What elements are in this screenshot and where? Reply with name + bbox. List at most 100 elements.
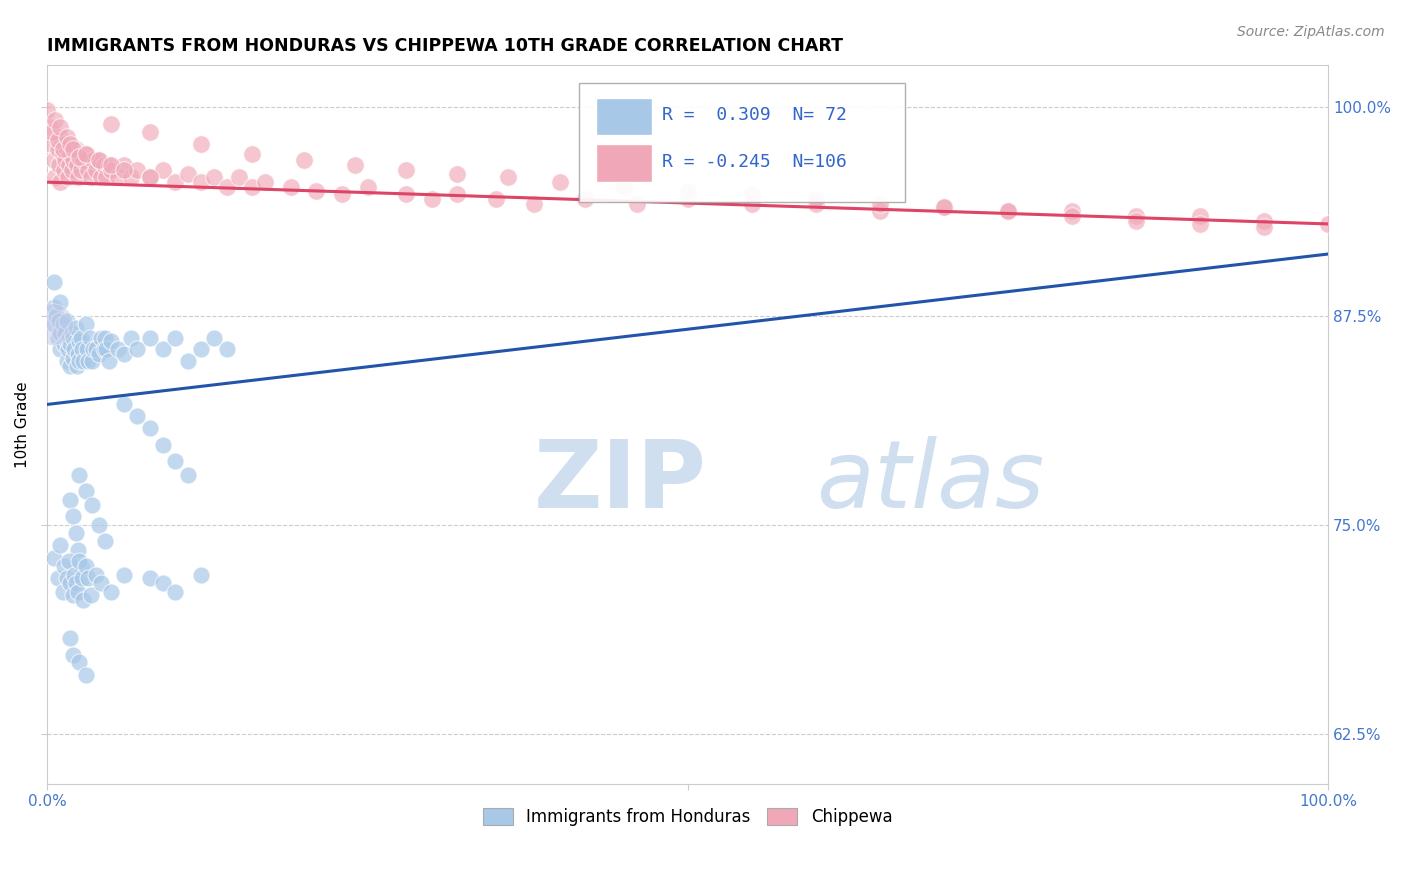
Point xyxy=(97,158,120,172)
Point xyxy=(56,343,79,357)
Point xyxy=(177,354,200,368)
Point xyxy=(62,648,84,662)
Point xyxy=(80,588,103,602)
Point xyxy=(62,351,84,365)
Point xyxy=(62,588,84,602)
Point xyxy=(87,153,110,168)
Point xyxy=(804,192,827,206)
Point xyxy=(65,320,87,334)
Point xyxy=(75,317,97,331)
Point xyxy=(420,192,443,206)
Point xyxy=(48,158,70,172)
Point xyxy=(84,163,107,178)
Point xyxy=(67,146,90,161)
Point xyxy=(49,120,72,134)
Point xyxy=(613,180,636,194)
Point xyxy=(49,326,72,340)
Point xyxy=(75,559,97,574)
Point xyxy=(485,192,508,206)
Point xyxy=(93,343,115,357)
Point xyxy=(63,567,86,582)
Point xyxy=(202,330,225,344)
Point xyxy=(59,337,82,351)
Point xyxy=(52,142,75,156)
Point xyxy=(46,142,69,156)
Point xyxy=(55,314,77,328)
Point xyxy=(44,170,66,185)
FancyBboxPatch shape xyxy=(579,83,905,202)
Text: atlas: atlas xyxy=(815,436,1045,527)
Y-axis label: 10th Grade: 10th Grade xyxy=(15,381,30,467)
Point xyxy=(67,554,90,568)
Point xyxy=(240,146,263,161)
Point xyxy=(125,163,148,178)
Point xyxy=(67,347,90,361)
Point xyxy=(62,153,84,168)
Point xyxy=(177,167,200,181)
Point xyxy=(107,343,129,357)
Point xyxy=(52,317,75,331)
Point xyxy=(997,203,1019,218)
Point xyxy=(356,180,378,194)
Point xyxy=(94,330,117,344)
Point xyxy=(112,347,135,361)
Point xyxy=(42,301,65,315)
Point xyxy=(49,343,72,357)
Point xyxy=(139,421,162,435)
Point xyxy=(52,146,75,161)
Text: ZIP: ZIP xyxy=(534,436,707,528)
Point xyxy=(72,354,94,368)
Point xyxy=(59,359,82,373)
Point xyxy=(37,103,59,118)
Point xyxy=(94,534,117,549)
Point xyxy=(39,136,62,151)
Point xyxy=(97,354,120,368)
Point xyxy=(202,170,225,185)
Point xyxy=(100,334,122,348)
Point xyxy=(59,492,82,507)
Point xyxy=(1189,217,1212,231)
Point xyxy=(741,186,763,201)
Point xyxy=(49,130,72,145)
Point xyxy=(90,330,112,344)
Point xyxy=(96,170,118,185)
Point xyxy=(70,571,93,585)
Point xyxy=(45,309,67,323)
Point xyxy=(1189,209,1212,223)
Point xyxy=(82,498,104,512)
Point xyxy=(53,559,76,574)
Point xyxy=(69,330,91,344)
Point xyxy=(446,186,468,201)
Point xyxy=(77,354,100,368)
Point xyxy=(343,158,366,172)
Point xyxy=(87,153,110,168)
Point xyxy=(804,197,827,211)
Point xyxy=(1125,209,1147,223)
Text: Source: ZipAtlas.com: Source: ZipAtlas.com xyxy=(1237,25,1385,39)
Point xyxy=(215,180,238,194)
Point xyxy=(67,542,90,557)
Point xyxy=(676,184,699,198)
Point xyxy=(69,163,91,178)
Point xyxy=(100,117,122,131)
Point xyxy=(58,158,80,172)
Point xyxy=(120,170,142,185)
Point xyxy=(139,571,162,585)
Point xyxy=(139,170,162,185)
Point xyxy=(100,158,122,172)
Point xyxy=(676,192,699,206)
Point xyxy=(190,175,212,189)
Point xyxy=(60,326,83,340)
Point xyxy=(1060,203,1083,218)
Point xyxy=(62,142,84,156)
Point xyxy=(41,317,63,331)
Point xyxy=(395,163,418,178)
Point xyxy=(75,146,97,161)
Point xyxy=(254,175,277,189)
Point xyxy=(84,343,107,357)
Point xyxy=(66,158,89,172)
Point xyxy=(240,180,263,194)
Point xyxy=(55,354,77,368)
Point xyxy=(62,330,84,344)
Point xyxy=(574,192,596,206)
